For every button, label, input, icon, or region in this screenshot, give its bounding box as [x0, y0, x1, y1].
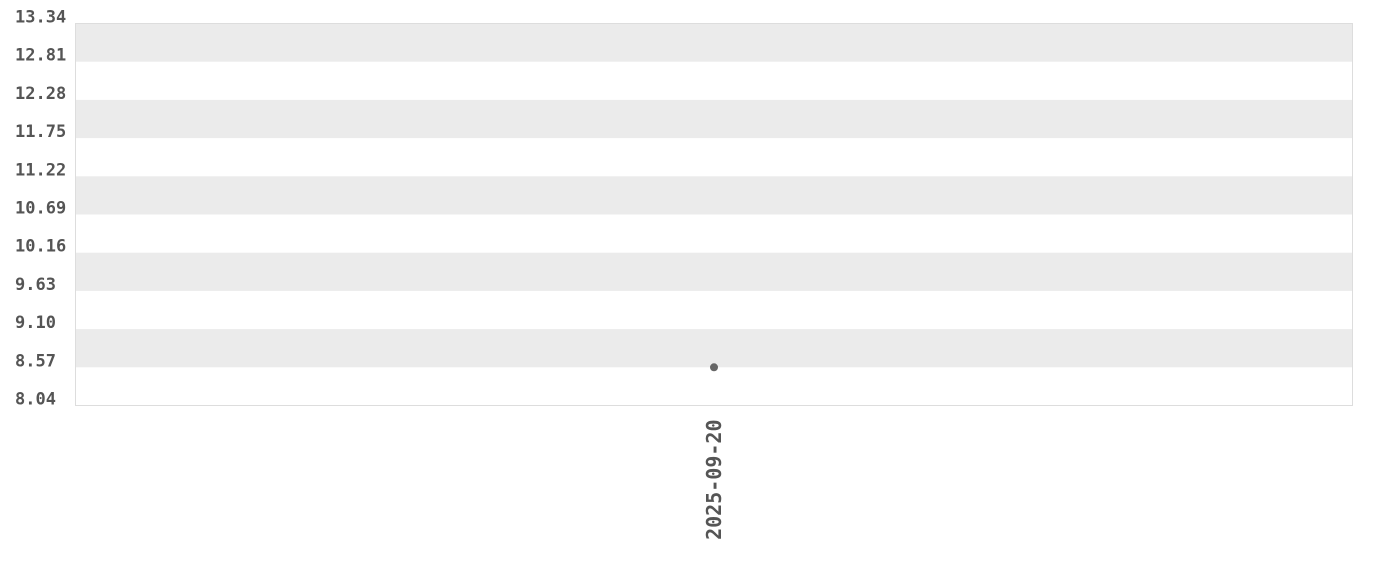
grid-band — [75, 99, 1353, 139]
y-tick-label: 12.28 — [15, 84, 66, 104]
grid-band — [75, 23, 1353, 62]
y-tick-label: 9.10 — [15, 313, 56, 333]
y-tick-label: 12.81 — [15, 46, 66, 66]
plot-frame — [75, 23, 1353, 406]
data-points — [710, 363, 718, 372]
y-tick-label: 10.16 — [15, 237, 66, 257]
y-tick-label: 11.75 — [15, 122, 66, 142]
grid-bands — [75, 23, 1353, 368]
grid-band — [75, 252, 1353, 291]
y-tick-label: 11.22 — [15, 160, 66, 180]
y-tick-label: 8.04 — [15, 390, 56, 410]
grid-band — [75, 176, 1353, 215]
x-axis: 2025-09-20 — [702, 420, 726, 540]
y-tick-label: 10.69 — [15, 199, 66, 219]
y-tick-label: 13.34 — [15, 8, 66, 28]
y-axis: 13.34 12.81 12.28 11.75 11.22 10.69 10.16 9.63 9… — [15, 8, 66, 410]
y-tick-label: 8.57 — [15, 351, 56, 371]
x-tick-label: 2025-09-20 — [702, 420, 726, 540]
grid-band — [75, 329, 1353, 368]
y-tick-label: 9.63 — [15, 275, 56, 295]
data-point — [710, 363, 718, 372]
